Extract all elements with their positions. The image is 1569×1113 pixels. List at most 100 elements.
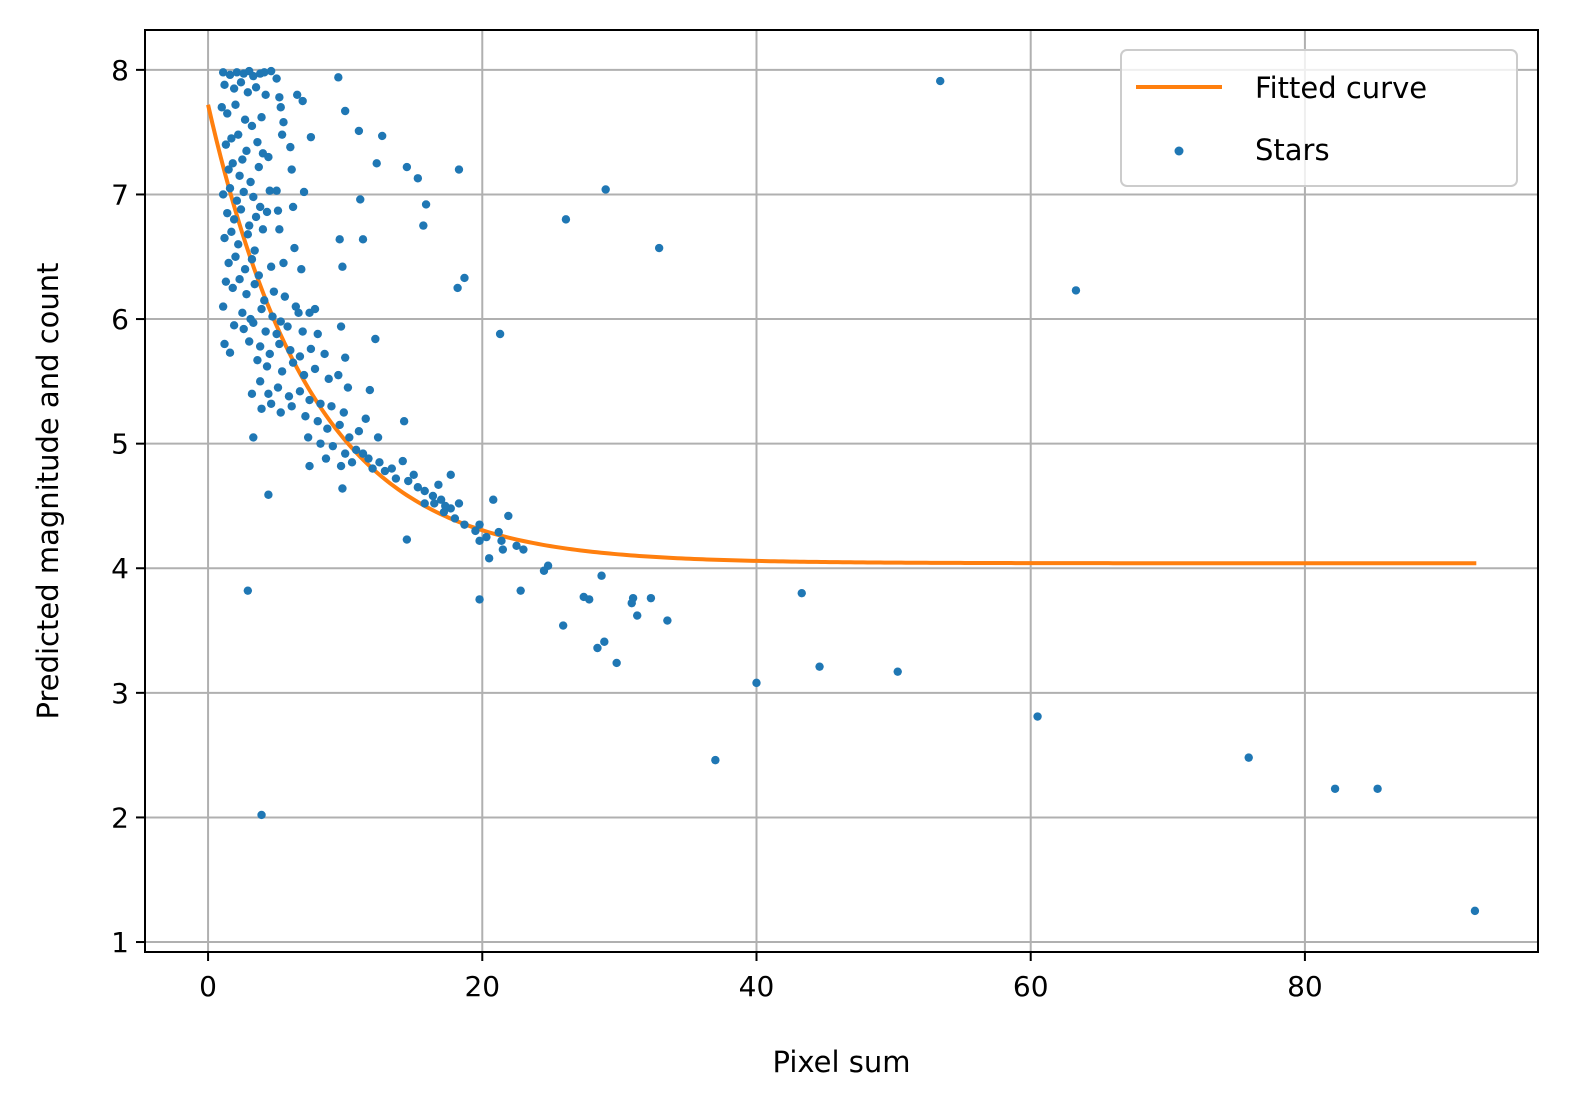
star-point (301, 412, 310, 421)
star-point (321, 454, 331, 463)
star-point (257, 810, 266, 820)
star-point (287, 165, 296, 174)
star-point (460, 273, 469, 283)
x-tick-label: 20 (464, 970, 500, 1003)
star-point (597, 571, 606, 580)
star-point (593, 643, 602, 653)
star-point (413, 483, 423, 492)
star-point (420, 486, 429, 496)
star-point (240, 115, 250, 124)
star-point (295, 387, 305, 396)
star-point (380, 466, 390, 476)
star-point (290, 243, 299, 253)
star-point (454, 499, 464, 508)
star-point (475, 536, 484, 546)
star-point (612, 658, 621, 668)
star-point (347, 458, 357, 467)
star-point (288, 358, 298, 367)
star-point (336, 461, 346, 471)
star-point (249, 433, 258, 442)
star-point (242, 146, 251, 156)
star-point (217, 103, 226, 112)
star-point (797, 588, 806, 598)
legend-box (1120, 49, 1518, 187)
stars-points-layer (217, 66, 1480, 916)
star-point (225, 184, 235, 193)
star-point (239, 324, 248, 334)
star-point (229, 321, 239, 330)
star-point (310, 364, 320, 374)
star-point (276, 408, 285, 417)
star-point (243, 586, 253, 595)
star-point (243, 230, 253, 239)
star-point (504, 511, 513, 521)
star-point (345, 433, 354, 442)
star-point (251, 83, 261, 92)
star-point (275, 225, 284, 234)
star-point (354, 126, 364, 136)
star-point (262, 362, 272, 371)
star-point (238, 155, 247, 164)
star-point (335, 235, 344, 244)
star-point (340, 353, 350, 362)
star-point (391, 474, 401, 483)
star-point (334, 73, 343, 82)
x-axis-label: Pixel sum (772, 1045, 910, 1079)
star-point (313, 417, 322, 426)
star-point (265, 349, 274, 359)
star-point (288, 202, 298, 212)
star-point (339, 408, 348, 417)
star-point (228, 159, 237, 168)
star-point (335, 420, 344, 430)
star-point (497, 536, 506, 546)
star-point (428, 491, 438, 501)
star-point (356, 195, 365, 204)
plot-frame (144, 29, 1539, 953)
star-point (266, 66, 276, 76)
star-point (220, 233, 229, 243)
star-point (247, 121, 257, 131)
y-tick-label: 1 (111, 926, 129, 959)
axis-ticks: 0 20 40 60 80 1 2 3 4 5 6 7 8 (111, 54, 1323, 1003)
star-point (272, 74, 281, 83)
fitted-curve-line (206, 104, 1477, 566)
star-point (434, 480, 443, 489)
star-point (275, 339, 284, 349)
star-point (471, 526, 480, 536)
star-point (258, 225, 268, 234)
star-point (484, 554, 494, 563)
star-point (494, 527, 503, 537)
star-point (239, 187, 248, 197)
star-point (453, 283, 462, 293)
star-point (269, 287, 279, 296)
star-point (249, 71, 258, 81)
star-point (365, 385, 375, 395)
star-point (351, 445, 361, 455)
star-point (232, 68, 242, 77)
star-point (1244, 753, 1253, 762)
legend: Fitted curve Stars (1120, 49, 1518, 187)
star-point (460, 520, 469, 529)
star-point (334, 370, 343, 380)
star-point (246, 177, 255, 187)
star-point (420, 499, 429, 508)
legend-stars-swatch (1174, 146, 1184, 156)
star-point (482, 532, 491, 542)
y-tick-label: 8 (111, 54, 129, 87)
star-point (328, 441, 338, 451)
star-point (663, 616, 672, 625)
star-point (224, 258, 233, 268)
star-point (232, 196, 242, 205)
star-point (242, 289, 251, 299)
star-point (249, 192, 258, 202)
star-point (273, 383, 283, 392)
star-point (266, 399, 276, 408)
star-point (257, 404, 266, 413)
star-point (399, 417, 409, 426)
y-tick-label: 6 (111, 303, 129, 336)
star-point (441, 501, 450, 511)
star-point (893, 667, 902, 676)
star-point (273, 206, 283, 215)
star-point (245, 221, 254, 230)
star-point (221, 277, 231, 286)
